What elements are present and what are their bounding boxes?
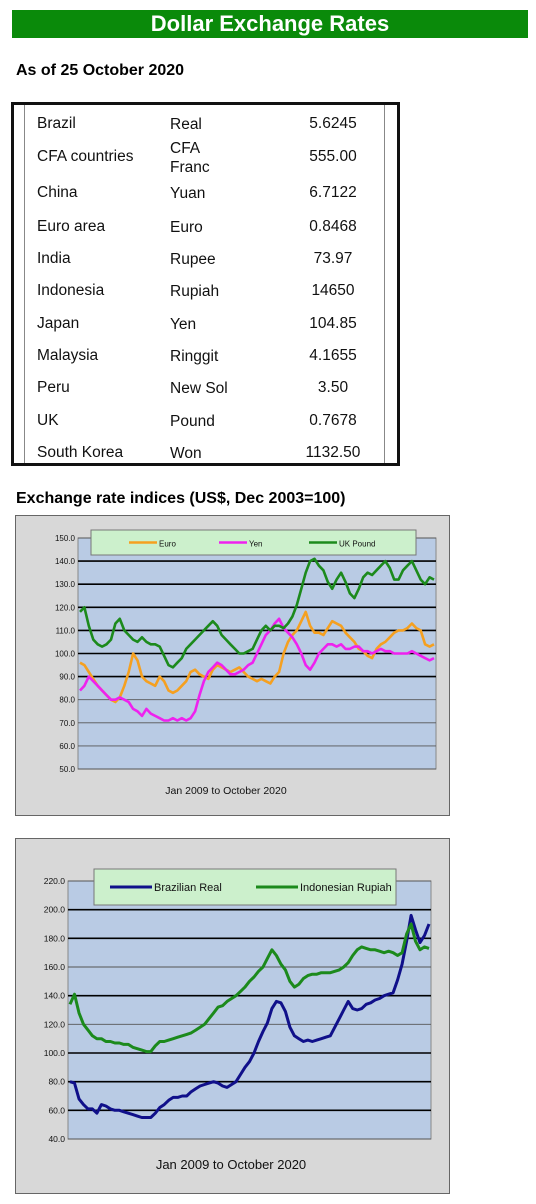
page-title-banner: Dollar Exchange Rates bbox=[12, 10, 528, 38]
y-tick-label: 80.0 bbox=[48, 1077, 65, 1087]
rate-country: Indonesia bbox=[37, 282, 105, 299]
y-tick-label: 130.0 bbox=[55, 580, 76, 589]
y-tick-label: 180.0 bbox=[44, 933, 66, 943]
series-line-indonesian-rupiah bbox=[68, 922, 430, 1054]
y-tick-label: 60.0 bbox=[48, 1105, 65, 1115]
section-title: Exchange rate indices (US$, Dec 2003=100… bbox=[16, 490, 346, 507]
rate-value: 6.7122 bbox=[309, 184, 357, 201]
y-tick-label: 220.0 bbox=[44, 876, 66, 886]
y-tick-label: 90.0 bbox=[59, 673, 75, 682]
y-tick-label: 150.0 bbox=[55, 534, 76, 543]
y-tick-label: 70.0 bbox=[59, 719, 75, 728]
page-title: Dollar Exchange Rates bbox=[150, 11, 390, 36]
rate-value: 104.85 bbox=[309, 315, 357, 332]
y-tick-label: 160.0 bbox=[44, 962, 66, 972]
legend-label: UK Pound bbox=[339, 540, 375, 549]
rate-country: CFA countries bbox=[37, 148, 134, 165]
rate-currency: Euro bbox=[170, 219, 203, 236]
rate-value: 5.6245 bbox=[309, 115, 357, 132]
rate-value: 1132.50 bbox=[305, 444, 361, 461]
rate-value: 0.8468 bbox=[309, 218, 357, 235]
rate-currency: Rupee bbox=[170, 251, 216, 268]
rate-currency: Yuan bbox=[170, 185, 206, 202]
rate-currency: Rupiah bbox=[170, 283, 220, 300]
rate-country: Malaysia bbox=[37, 347, 99, 364]
rate-currency: Ringgit bbox=[170, 348, 219, 365]
series-line-uk-pound bbox=[79, 557, 435, 669]
indices-chart: 50.0 60.0 70.0 80.0 90.0 100.0 110.0 120.0 130.0… bbox=[55, 529, 437, 797]
indices-chart-panel: 50.0 60.0 70.0 80.0 90.0 100.0 110.0 120.0 130.0… bbox=[15, 515, 450, 816]
rate-value: 4.1655 bbox=[309, 347, 357, 364]
rates-table: Brazil Real 5.6245 CFA countries CFA Franc 55… bbox=[11, 102, 400, 466]
y-tick-label: 40.0 bbox=[48, 1134, 65, 1144]
rate-value: 73.97 bbox=[313, 250, 353, 267]
rate-currency: CFA Franc bbox=[170, 140, 210, 176]
y-tick-label: 120.0 bbox=[55, 603, 76, 612]
rate-country: South Korea bbox=[37, 444, 124, 461]
rate-value: 3.50 bbox=[317, 379, 349, 396]
legend-label: Indonesian Rupiah bbox=[300, 882, 392, 894]
rate-currency: New Sol bbox=[170, 380, 228, 397]
rate-value: 14650 bbox=[311, 282, 355, 299]
rate-value: 0.7678 bbox=[309, 412, 357, 429]
rate-country: China bbox=[37, 184, 78, 201]
y-tick-label: 110.0 bbox=[56, 626, 76, 635]
rate-currency: Pound bbox=[170, 413, 215, 430]
rate-country: Brazil bbox=[37, 115, 76, 132]
y-tick-label: 100.0 bbox=[55, 650, 76, 659]
y-tick-label: 120.0 bbox=[44, 1019, 66, 1029]
legend-label: Euro bbox=[159, 540, 176, 549]
rate-country: Peru bbox=[37, 379, 70, 396]
rates-table-body: Brazil Real 5.6245 CFA countries CFA Franc 55… bbox=[24, 105, 385, 463]
legend-label: Yen bbox=[249, 540, 263, 549]
y-tick-label: 140.0 bbox=[44, 991, 66, 1001]
x-axis-label: Jan 2009 to October 2020 bbox=[165, 785, 287, 797]
y-tick-label: 80.0 bbox=[59, 696, 75, 705]
rate-country: India bbox=[37, 250, 71, 267]
real-rupiah-chart-panel: 40.0 60.0 80.0 100.0 120.0 140.0 160.0 180.0 200… bbox=[15, 838, 450, 1194]
rate-currency: Yen bbox=[170, 316, 197, 333]
y-tick-label: 100.0 bbox=[44, 1048, 66, 1058]
legend-label: Brazilian Real bbox=[154, 882, 222, 894]
rate-currency: Won bbox=[170, 445, 202, 462]
series-line-brazilian-real bbox=[69, 913, 431, 1119]
y-tick-label: 50.0 bbox=[59, 765, 75, 774]
rate-currency: Real bbox=[170, 116, 202, 133]
rate-country: UK bbox=[37, 412, 59, 429]
x-axis-label: Jan 2009 to October 2020 bbox=[156, 1157, 306, 1172]
series-line-yen bbox=[79, 617, 435, 722]
rate-country: Japan bbox=[37, 315, 80, 332]
real-rupiah-chart: 40.0 60.0 80.0 100.0 120.0 140.0 160.0 180.0 200… bbox=[44, 868, 432, 1172]
rate-country: Euro area bbox=[37, 218, 106, 235]
plot-area bbox=[67, 880, 432, 1140]
y-tick-label: 200.0 bbox=[44, 905, 66, 915]
y-tick-label: 140.0 bbox=[55, 557, 76, 566]
rate-value: 555.00 bbox=[309, 148, 357, 165]
y-tick-label: 60.0 bbox=[59, 742, 75, 751]
as-of-date: As of 25 October 2020 bbox=[16, 62, 185, 79]
